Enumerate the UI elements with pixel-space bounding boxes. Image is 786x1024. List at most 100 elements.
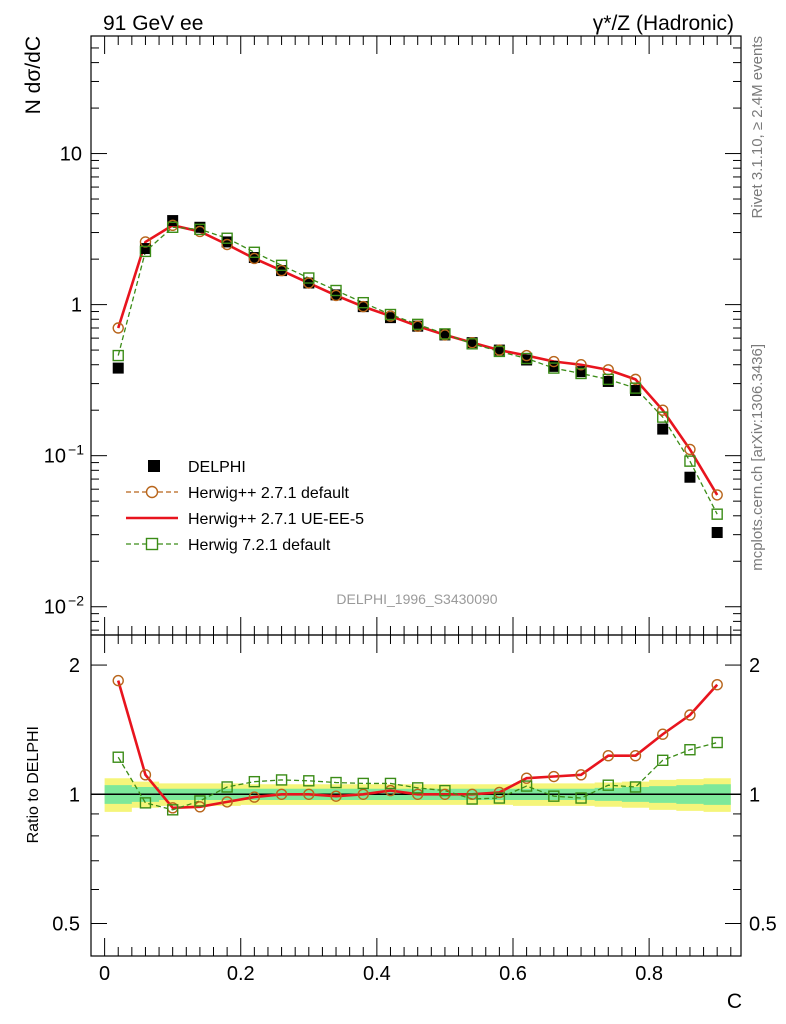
x-tick-label: 0 [99,963,110,985]
main-series-point-3 [439,328,451,340]
header-right: γ*/Z (Hadronic) [593,12,734,35]
ratio-series-point-2 [112,751,124,763]
main-series-point-3 [221,232,233,244]
x-tick-label: 0.6 [499,963,527,985]
y-tick-label-main: 10 [60,144,82,166]
ratio-series-point-0 [548,770,560,783]
ratio-series-point-0 [139,769,152,781]
main-series-point-1 [657,404,669,416]
main-series-point-0 [657,423,669,435]
main-series-point-0 [684,471,696,483]
main-series-point-0 [384,312,396,324]
main-series-point-0 [139,243,151,255]
y-tick-label-main-exponent: −2 [68,593,84,609]
ratio-series-point-0 [575,769,587,781]
ratio-series-point-0 [684,709,696,721]
ratio-series-point-2 [684,744,696,756]
main-series-point-3 [657,411,669,423]
ratio-series-point-0 [602,749,614,762]
main-series-point-3 [166,221,179,233]
ratio-frame [90,634,742,957]
ratio-series-point-0 [275,788,288,800]
main-series-point-3 [575,367,587,380]
ratio-series-point-0 [303,788,315,800]
main-series-point-0 [493,344,505,356]
ratio-series-point-0 [629,749,642,762]
legend-label-1: Herwig++ 2.7.1 default [188,485,350,502]
main-series-point-3 [412,318,424,331]
main-series-point-1 [548,355,560,368]
ratio-series-point-0 [657,728,669,740]
ratio-series-point-2 [194,795,206,807]
ratio-series-point-0 [520,772,533,784]
main-ylabel: N dσ/dC [22,36,45,114]
x-tick-label: 0.8 [635,963,663,985]
analysis-watermark: DELPHI_1996_S3430090 [336,591,497,607]
main-series-line-1 [117,224,718,496]
ratio-plot: 0 0.2 0.4 0.6 0.8 2 2 1 1 0.5 0.5 [52,635,777,985]
main-series-point-3 [384,308,397,321]
ratio-series-point-2 [575,792,587,804]
main-series-point-1 [711,489,723,501]
legend-label-2: Herwig++ 2.7.1 UE-EE-5 [188,511,364,528]
main-series-point-0 [221,236,233,248]
rivet-label: Rivet 3.1.10, ≥ 2.4M events [749,36,766,219]
main-series-point-1 [248,252,261,265]
main-series-point-0 [466,337,478,349]
main-series-point-3 [520,352,533,365]
main-series-point-1 [575,359,587,371]
ratio-series-point-0 [357,788,369,800]
main-series-point-3 [275,259,288,272]
x-tick-label: 0.2 [227,963,255,985]
legend-label-3: Herwig 7.2.1 default [188,537,331,554]
legend-swatch-marker-3 [145,537,159,551]
x-tick-label: 0.4 [363,963,391,985]
ratio-series-line-2 [117,741,718,811]
mcplots-label: mcplots.cern.ch [arXiv:1306.3436] [749,344,766,571]
main-series-point-0 [711,527,723,539]
ratio-series-point-2 [602,779,614,791]
main-series-point-3 [466,338,478,350]
ratio-ylabel: Ratio to DELPHI [25,726,42,843]
main-series-point-0 [194,221,206,233]
main-series-point-0 [412,320,424,332]
ratio-series-point-2 [711,736,723,749]
main-series-point-3 [194,223,206,236]
legend: DELPHI Herwig++ 2.7.1 default Herwig++ 2.7… [126,459,364,554]
main-series-point-0 [630,385,642,397]
main-series-point-0 [602,375,614,387]
ratio-series-point-2 [548,790,560,802]
y-tick-label-ratio-right: 0.5 [749,913,777,935]
ratio-series-point-2 [493,792,506,804]
y-tick-label-ratio: 2 [69,655,80,677]
ratio-series-point-2 [520,780,533,792]
ratio-series-point-2 [330,776,342,789]
ratio-series-point-2 [357,777,369,790]
y-tick-label-main: 10 [44,446,66,468]
ratio-series-point-2 [248,775,261,788]
ratio-series-point-2 [275,774,288,786]
ratio-series-point-2 [303,775,315,787]
main-series-line-2 [116,223,719,496]
main-series-point-3 [629,382,642,394]
y-tick-label-ratio-right: 2 [749,655,760,677]
main-series-point-3 [684,455,696,467]
ratio-series-point-2 [466,793,478,805]
ratio-series-point-2 [139,797,152,809]
main-series-point-3 [711,508,723,520]
xlabel: C [727,990,742,1013]
ratio-series-point-0 [330,790,342,802]
ratio-series-point-0 [194,801,206,813]
main-series-point-0 [575,366,587,378]
main-series-point-3 [493,345,506,358]
main-series-point-3 [357,296,369,309]
legend-swatch-marker-1 [145,485,159,499]
ratio-series-point-2 [412,782,424,794]
main-series-point-1 [684,443,696,456]
ratio-series-point-2 [384,777,397,790]
ratio-series-line-1 [116,680,719,810]
ratio-series-point-0 [711,679,723,691]
main-series-point-1 [112,322,124,334]
